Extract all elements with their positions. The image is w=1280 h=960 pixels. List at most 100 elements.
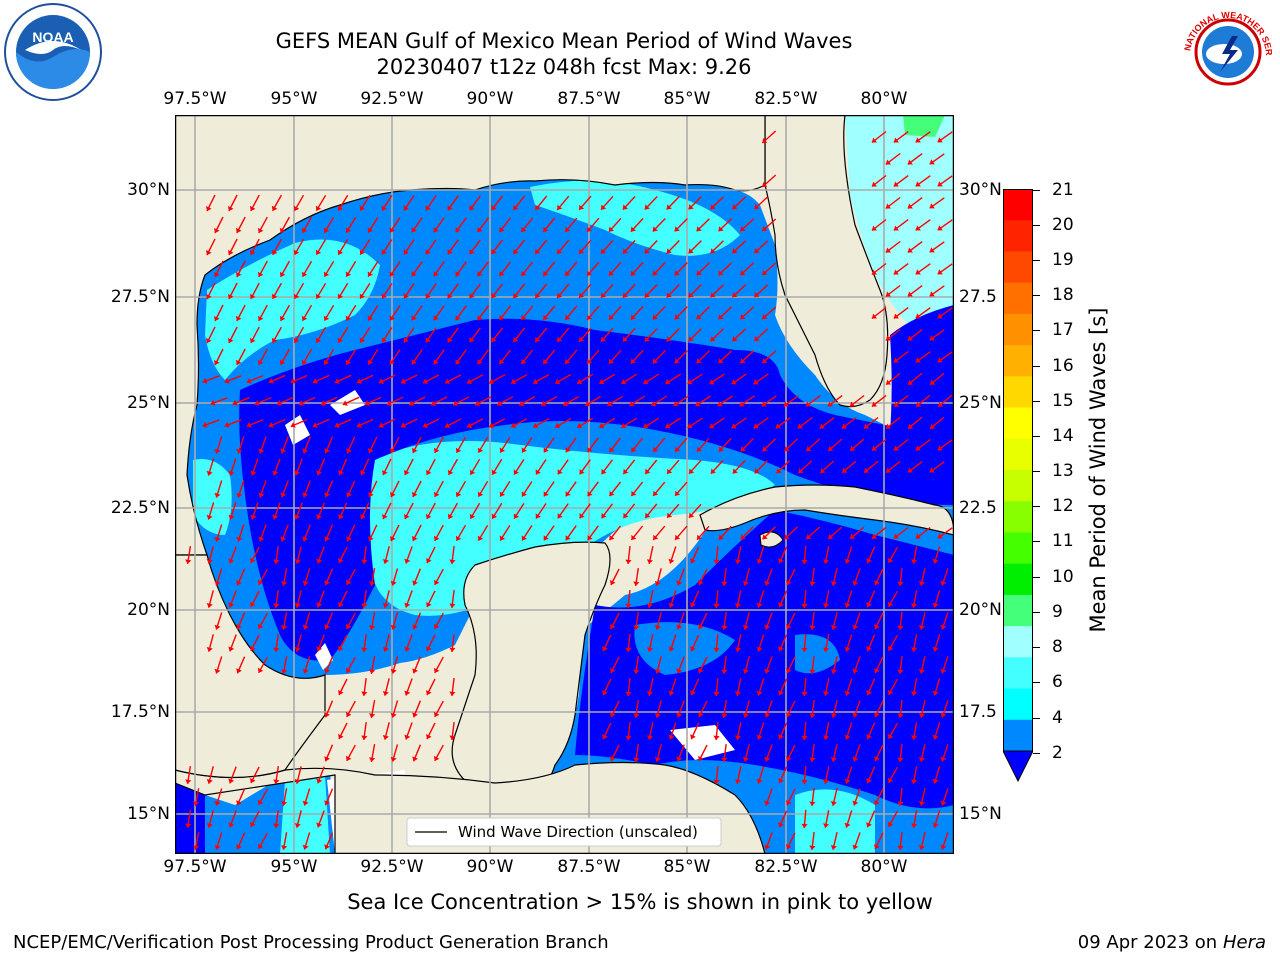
wind-arrow-head bbox=[214, 844, 221, 850]
wind-arrow-head bbox=[403, 470, 410, 475]
wind-arrow-head bbox=[893, 533, 899, 539]
wind-arrow-head bbox=[866, 602, 872, 608]
wind-arrow-head bbox=[908, 379, 914, 385]
wind-arrow-head bbox=[425, 513, 432, 519]
wind-arrow-head bbox=[874, 624, 880, 630]
wind-arrow-head bbox=[918, 713, 925, 718]
wind-arrow-head bbox=[533, 378, 539, 385]
wind-arrow-head bbox=[654, 757, 661, 762]
wind-arrow-head bbox=[228, 602, 235, 608]
wind-arrow-head bbox=[543, 358, 549, 364]
wind-arrow-head bbox=[258, 448, 265, 454]
wind-arrow-head bbox=[346, 492, 352, 498]
colorbar-tick-mark bbox=[1033, 260, 1040, 261]
wind-arrow-head bbox=[633, 581, 640, 586]
wind-arrow-head bbox=[887, 645, 894, 651]
wind-arrow-head bbox=[455, 227, 461, 233]
wind-arrow-head bbox=[762, 138, 768, 143]
wind-arrow-head bbox=[577, 422, 583, 429]
wind-arrow-head bbox=[411, 271, 417, 277]
wind-arrow-head bbox=[246, 421, 252, 428]
wind-arrow-head bbox=[915, 533, 921, 539]
wind-arrow-head bbox=[521, 270, 527, 276]
wind-arrow-head bbox=[713, 603, 720, 608]
wind-arrow-head bbox=[302, 800, 309, 806]
wind-arrow-head bbox=[369, 713, 376, 718]
wind-arrow-head bbox=[801, 823, 808, 828]
lon-tick-top: 97.5°W bbox=[163, 89, 227, 109]
wind-arrow-head bbox=[228, 646, 235, 652]
wind-arrow-head bbox=[411, 227, 417, 233]
wind-arrow-head bbox=[202, 377, 208, 384]
wind-arrow-head bbox=[345, 667, 352, 673]
nws-logo: NATIONAL WEATHER SERVICE bbox=[1175, 0, 1278, 102]
wind-arrow-head bbox=[368, 492, 374, 498]
wind-arrow-head bbox=[633, 713, 640, 718]
wind-arrow-head bbox=[337, 337, 344, 343]
wind-arrow-head bbox=[784, 446, 790, 452]
wind-arrow-head bbox=[666, 336, 672, 342]
wind-arrow-head bbox=[381, 337, 387, 343]
wind-arrow-head bbox=[762, 182, 768, 187]
wind-arrow-head bbox=[625, 691, 632, 696]
wind-arrow-head bbox=[907, 203, 913, 209]
wind-arrow-head bbox=[449, 603, 456, 608]
lat-tick-left: 30°N bbox=[127, 180, 170, 200]
wind-arrow-head bbox=[666, 248, 672, 254]
colorbar-cell bbox=[1003, 719, 1033, 752]
map-panel[interactable]: Wind Wave Direction (unscaled) bbox=[174, 114, 955, 855]
wind-arrow-head bbox=[316, 778, 323, 784]
wind-arrow-head bbox=[587, 226, 593, 232]
wind-arrow-head bbox=[338, 558, 344, 563]
wind-arrow-head bbox=[874, 800, 880, 806]
wind-arrow-head bbox=[193, 801, 200, 806]
wind-arrow-head bbox=[697, 446, 702, 452]
wind-arrow-head bbox=[809, 625, 816, 630]
wind-arrow-head bbox=[754, 468, 760, 474]
wind-arrow-head bbox=[687, 379, 693, 385]
wind-arrow-head bbox=[412, 580, 418, 586]
colorbar-tick: 20 bbox=[1052, 215, 1074, 235]
wind-arrow-head bbox=[232, 399, 238, 406]
wind-arrow-head bbox=[404, 558, 411, 564]
wind-arrow-head bbox=[315, 249, 322, 255]
wind-arrow-head bbox=[342, 400, 348, 406]
wind-arrow-head bbox=[915, 269, 921, 275]
wind-arrow-head bbox=[403, 249, 409, 255]
wind-arrow-head bbox=[885, 247, 891, 253]
wind-arrow-head bbox=[389, 359, 395, 365]
wind-arrow-head bbox=[513, 513, 519, 519]
wind-arrow-head bbox=[776, 468, 782, 474]
wind-arrow-head bbox=[734, 559, 742, 564]
wind-arrow-head bbox=[653, 446, 659, 452]
wind-arrow-head bbox=[756, 778, 763, 784]
wind-arrow-head bbox=[762, 270, 768, 275]
wind-arrow-head bbox=[403, 205, 409, 211]
wind-arrow-head bbox=[557, 469, 563, 475]
wind-arrow-head bbox=[668, 646, 675, 652]
wind-arrow-head bbox=[390, 448, 396, 454]
wind-arrow-head bbox=[202, 421, 208, 428]
wind-arrow-head bbox=[897, 757, 904, 762]
colorbar-tick: 11 bbox=[1052, 531, 1074, 551]
wind-arrow-head bbox=[801, 691, 808, 696]
wind-arrow-head bbox=[740, 446, 746, 452]
wind-arrow-head bbox=[433, 227, 439, 233]
wind-arrow-head bbox=[324, 844, 330, 850]
wind-arrow-head bbox=[557, 292, 563, 298]
wind-arrow-head bbox=[630, 314, 636, 320]
colorbar-tick: 10 bbox=[1052, 567, 1074, 587]
lat-tick-left: 25°N bbox=[127, 393, 170, 413]
wind-arrow-head bbox=[403, 337, 409, 343]
wind-arrow-head bbox=[918, 801, 925, 806]
wind-arrow-head bbox=[447, 469, 454, 475]
wind-arrow-head bbox=[690, 690, 696, 696]
wind-arrow-head bbox=[740, 226, 746, 232]
wind-arrow-head bbox=[425, 337, 431, 343]
wind-arrow-head bbox=[475, 400, 481, 407]
wind-arrow-head bbox=[710, 336, 716, 342]
caribbean-inner-lightblue2 bbox=[795, 634, 840, 674]
wind-arrow-head bbox=[762, 358, 768, 363]
wind-arrow-head bbox=[499, 227, 505, 233]
wind-arrow-head bbox=[937, 181, 943, 187]
